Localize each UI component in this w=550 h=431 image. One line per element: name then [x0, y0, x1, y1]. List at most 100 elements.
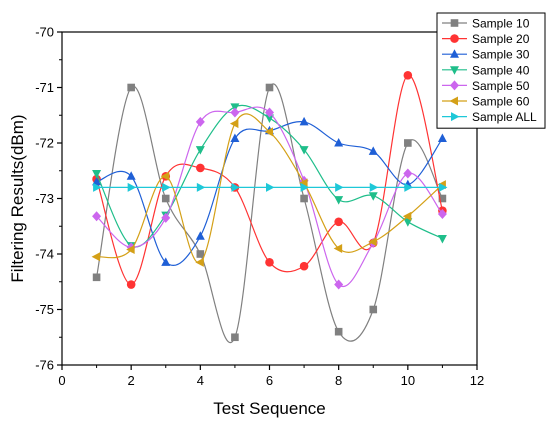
- data-point: [161, 212, 171, 223]
- legend-marker: [450, 19, 459, 27]
- data-point: [92, 170, 102, 179]
- data-point: [196, 163, 205, 173]
- data-point: [196, 250, 205, 258]
- data-point: [334, 217, 343, 227]
- x-tick-label: 6: [266, 373, 273, 388]
- data-point: [92, 211, 102, 222]
- data-point: [437, 133, 447, 143]
- y-tick-label: -73: [35, 191, 54, 206]
- data-point: [161, 194, 170, 203]
- legend-marker: [450, 80, 459, 91]
- legend-label: Sample ALL: [472, 110, 537, 124]
- legend-label: Sample 50: [472, 79, 530, 93]
- legend-entry: Sample 30: [442, 48, 530, 62]
- data-point: [195, 146, 205, 155]
- data-point: [126, 171, 136, 180]
- series-sample-all: [93, 182, 448, 192]
- data-point: [403, 70, 413, 80]
- data-point: [403, 218, 413, 227]
- legend-marker: [449, 96, 458, 106]
- legend-label: Sample 30: [472, 48, 530, 62]
- data-point: [127, 83, 135, 92]
- data-point: [230, 107, 240, 118]
- data-point: [334, 279, 344, 290]
- data-point: [195, 231, 205, 240]
- legend-entry: Sample 10: [442, 17, 530, 31]
- data-point: [368, 192, 378, 201]
- x-tick-label: 8: [335, 373, 342, 388]
- data-point: [230, 133, 240, 143]
- y-tick-label: -74: [35, 247, 54, 262]
- legend-label: Sample 20: [472, 32, 530, 46]
- series-line: [96, 120, 443, 266]
- data-point: [265, 83, 274, 92]
- x-tick-label: 4: [197, 373, 204, 388]
- data-point: [333, 243, 343, 253]
- x-tick-label: 10: [401, 373, 415, 388]
- y-tick-label: -72: [35, 136, 54, 151]
- data-point: [369, 305, 378, 314]
- data-point: [265, 107, 274, 118]
- y-tick-label: -76: [35, 358, 54, 373]
- legend-marker: [451, 112, 460, 122]
- data-point: [403, 168, 413, 179]
- legend-marker: [450, 49, 459, 58]
- y-axis-label: Filtering Results(dBm): [8, 114, 27, 282]
- data-point: [404, 182, 413, 192]
- x-tick-label: 2: [128, 373, 135, 388]
- data-point: [266, 182, 275, 192]
- data-point: [162, 182, 171, 192]
- legend-marker: [450, 34, 459, 43]
- data-point: [300, 194, 308, 203]
- series-sample-10: [92, 83, 447, 344]
- data-point: [299, 116, 309, 126]
- legend-marker: [450, 66, 459, 75]
- data-point: [196, 182, 206, 192]
- data-point: [92, 176, 102, 186]
- legend-entry: Sample ALL: [442, 110, 537, 124]
- axes: 0 2 4 6 8 10 12 -70 -71 -72 -73 -74 -75 -76: [35, 25, 484, 389]
- data-point: [161, 257, 171, 266]
- data-point: [265, 114, 274, 124]
- legend-label: Sample 40: [472, 63, 530, 77]
- legend-entry: Sample 40: [442, 63, 530, 77]
- data-point: [92, 273, 101, 282]
- data-point: [335, 182, 344, 192]
- data-point: [404, 139, 412, 147]
- data-point: [299, 261, 309, 271]
- data-point: [299, 146, 309, 155]
- data-point: [299, 178, 308, 188]
- data-point: [229, 119, 239, 129]
- data-point: [126, 280, 136, 289]
- data-point: [369, 182, 379, 192]
- legend-entry: Sample 20: [442, 32, 530, 46]
- data-point: [91, 252, 101, 262]
- data-point: [160, 171, 170, 181]
- series-line: [95, 83, 443, 344]
- data-point: [231, 182, 240, 192]
- data-point: [195, 257, 204, 267]
- data-point: [334, 327, 343, 336]
- y-tick-label: -75: [35, 302, 54, 317]
- x-tick-label: 12: [470, 373, 484, 388]
- legend-entry: Sample 50: [442, 79, 530, 93]
- x-tick-label: 0: [58, 373, 65, 388]
- data-point: [334, 138, 344, 147]
- y-tick-label: -71: [35, 80, 54, 95]
- data-point: [264, 127, 273, 137]
- series-layer: [91, 70, 448, 344]
- data-point: [402, 211, 412, 221]
- legend-label: Sample 10: [472, 17, 530, 31]
- legend-label: Sample 60: [472, 95, 530, 109]
- data-point: [127, 182, 137, 192]
- data-point: [438, 194, 447, 203]
- data-point: [368, 146, 378, 155]
- x-axis-label: Test Sequence: [213, 399, 325, 418]
- data-point: [265, 258, 274, 267]
- data-point: [437, 209, 447, 220]
- series-sample-30: [92, 116, 447, 266]
- data-point: [437, 234, 447, 244]
